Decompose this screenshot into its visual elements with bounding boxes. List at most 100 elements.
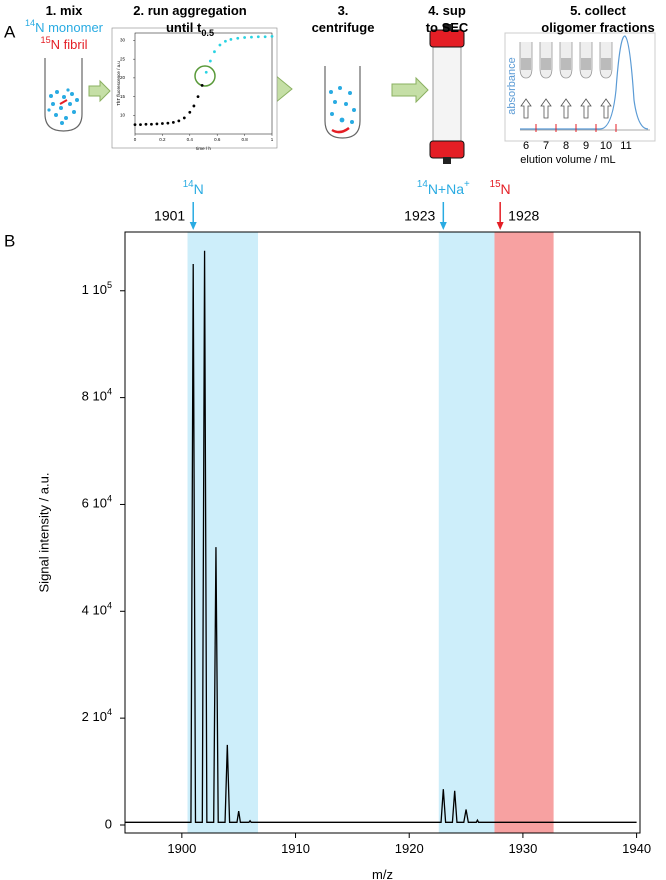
point [224, 39, 227, 43]
sec-column [429, 24, 465, 164]
step-text: 2. run aggregation [133, 3, 246, 18]
x-tick-label: 1910 [281, 841, 310, 856]
annotation-value: 1901 [154, 208, 185, 224]
step-text: centrifuge [312, 20, 375, 35]
text-part: 4. sup [428, 3, 466, 18]
text-part: N fibril [51, 37, 88, 52]
point [200, 83, 204, 87]
text-part: until t [166, 20, 202, 35]
text-part: 0.5 [201, 28, 214, 38]
tick-exponent: 5 [107, 280, 112, 290]
x-axis-label: m/z [372, 867, 393, 880]
annotation-value: 1928 [508, 208, 539, 224]
step-text: 1. mix [46, 3, 84, 18]
tick-exponent: 4 [107, 708, 112, 718]
axis-label: absorbance [506, 57, 518, 115]
tick-text: 4 10 [82, 603, 107, 618]
plot-frame [124, 231, 641, 834]
y-tick-label: 6 104 [82, 494, 112, 511]
point [204, 70, 208, 74]
point [188, 110, 192, 114]
point [250, 35, 253, 39]
tick-label: 6 [523, 140, 529, 152]
arrow-head [439, 222, 447, 230]
tick-label: 8 [563, 140, 569, 152]
point [229, 37, 233, 41]
annotation-label: 14N [183, 179, 204, 197]
x-tick-label: 0.8 [241, 137, 248, 142]
x-tick-label: 0.6 [214, 137, 221, 142]
point [243, 36, 247, 39]
tick-text: 6 10 [82, 496, 107, 511]
step-text: 5. collect [570, 3, 626, 18]
point [208, 59, 212, 63]
x-tick-label: 1930 [508, 841, 537, 856]
tick-text: 2 10 [82, 710, 107, 725]
tick-text: 1 10 [82, 282, 107, 297]
y-tick-label: 2 104 [82, 708, 112, 725]
tick-exponent: 4 [107, 387, 112, 397]
step-text: 14N monomer [25, 18, 104, 35]
annotation-value: 1923 [404, 208, 435, 224]
y-tick-label: 15 [120, 94, 126, 99]
x-tick-label: 1940 [622, 841, 651, 856]
text-part: 3. [338, 3, 349, 18]
step-text: 4. sup [428, 3, 466, 18]
text-part: 14 [183, 179, 194, 190]
text-part: 14 [25, 18, 35, 28]
step-text: oligomer fractions [541, 20, 654, 35]
text-part: 15 [41, 35, 51, 45]
step-text: 15N fibril [41, 35, 88, 52]
step-text: 3. [338, 3, 349, 18]
point [256, 35, 260, 39]
y-tick-label: 10 [120, 112, 126, 117]
point [213, 50, 216, 54]
point [196, 95, 200, 98]
tick-label: 9 [583, 140, 589, 152]
point [166, 121, 170, 125]
point [236, 36, 240, 40]
x-tick-label: 1900 [167, 841, 196, 856]
x-tick-label: 0 [134, 137, 137, 142]
text-part: oligomer fractions [541, 20, 654, 35]
point [182, 116, 186, 120]
text-part: 2. run aggregation [133, 3, 246, 18]
x-axis-label: time / h [196, 146, 211, 151]
text-part: N [501, 181, 511, 197]
step-text: until t0.5 [166, 20, 214, 38]
point [133, 123, 137, 127]
arrow [391, 76, 429, 104]
tick-exponent: 4 [107, 494, 112, 504]
text-part: 14 [417, 179, 428, 190]
band [494, 232, 554, 833]
point [139, 123, 142, 127]
chart-frame [111, 27, 278, 149]
text-part: N [194, 181, 204, 197]
spectrum-line [125, 250, 637, 823]
text-part: N monomer [35, 20, 104, 35]
step-text: to SEC [426, 20, 469, 35]
highlight-circle [194, 65, 216, 87]
tick-label: 7 [543, 140, 549, 152]
y-tick-label: 0 [105, 816, 112, 831]
point [155, 122, 159, 126]
tick-label: 10 [600, 140, 612, 152]
point [144, 122, 148, 126]
y-axis-label: ThT fluorescence / a.u [116, 61, 121, 106]
band [438, 232, 495, 833]
tube [44, 58, 83, 132]
y-tick-label: 1 105 [82, 280, 112, 297]
point [161, 122, 164, 125]
elution-panel [504, 32, 656, 142]
tick-exponent: 4 [107, 601, 112, 611]
band [187, 232, 259, 833]
y-axis-label: Signal intensity / a.u. [36, 473, 51, 593]
arrow-head [189, 222, 197, 230]
y-tick-label: 8 104 [82, 387, 112, 404]
x-tick-label: 1 [271, 137, 274, 142]
x-tick-label: 0.2 [159, 137, 166, 142]
point [177, 119, 181, 123]
y-tick-label: 30 [120, 38, 126, 43]
annotation-label: 14N+Na+ [417, 179, 470, 197]
text-part: N+Na [428, 181, 464, 197]
